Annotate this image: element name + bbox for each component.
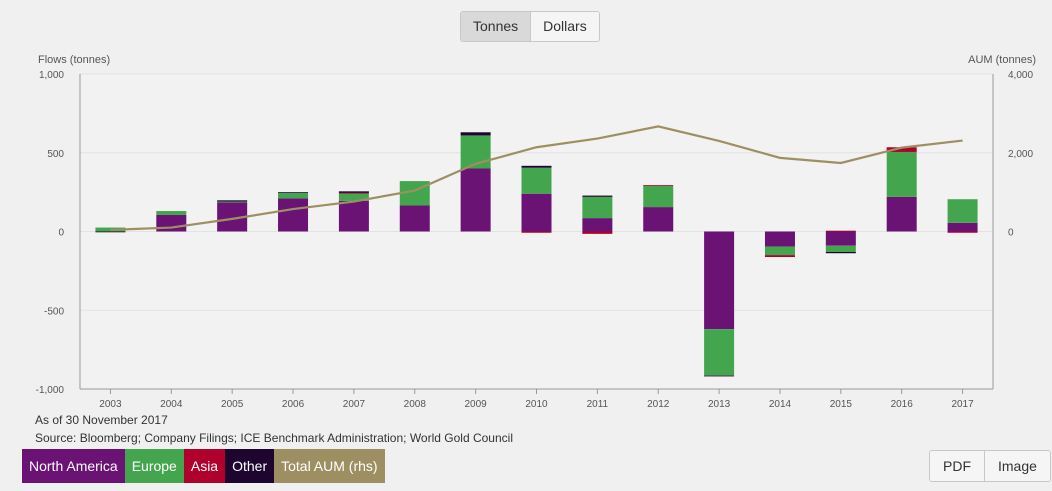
y2-axis-title: AUM (tonnes) [968,54,1036,66]
bar-europe-2016 [886,151,917,197]
dollars-button[interactable]: Dollars [530,12,599,41]
y-tick-label: 500 [47,149,64,160]
tonnes-button[interactable]: Tonnes [461,12,531,41]
bar-other-2006 [278,192,309,193]
legend-europe[interactable]: Europe [124,449,184,483]
bar-other-2015 [825,251,856,254]
export-buttons: PDF Image [929,450,1051,482]
bar-north-america-2013 [704,231,735,330]
bar-north-america-2017 [947,222,978,232]
bar-other-2007 [338,191,369,193]
x-tick-label: 2006 [282,399,305,410]
x-tick-label: 2009 [465,399,488,410]
aum-line [110,125,963,232]
bar-other-2005 [217,200,248,202]
x-tick-label: 2014 [769,399,792,410]
bar-other-2003 [95,231,126,233]
legend-north-america[interactable]: North America [22,449,125,483]
x-tick-label: 2011 [587,399,609,410]
bar-europe-2011 [582,196,613,219]
bar-north-america-2014 [764,231,795,247]
y2-tick-label: 4,000 [1008,70,1033,81]
y-tick-label: -500 [44,306,64,317]
x-tick-label: 2005 [221,399,244,410]
y2-tick-label: 2,000 [1008,149,1033,160]
x-tick-label: 2013 [708,399,731,410]
y-tick-label: 0 [58,228,64,239]
pdf-button[interactable]: PDF [930,451,984,481]
bar-europe-2010 [521,167,552,194]
y2-tick-label: 0 [1008,228,1014,239]
bar-asia-2016 [886,147,917,152]
bar-asia-2014 [764,255,795,258]
image-button[interactable]: Image [984,451,1050,481]
legend-total-aum[interactable]: Total AUM (rhs) [274,449,385,483]
legend-other[interactable]: Other [225,449,275,483]
bar-europe-2015 [825,245,856,252]
bar-north-america-2006 [278,198,309,232]
bar-europe-2013 [704,329,735,376]
bar-other-2013 [704,375,735,377]
bar-europe-2007 [338,193,369,201]
x-tick-label: 2010 [525,399,548,410]
bar-north-america-2010 [521,193,552,232]
y-axis-ticks: 1,000 500 0 -500 -1,000 [36,70,65,396]
x-axis-ticks: 2003 2004 2005 2006 2007 2008 2009 2010 2011 2012… [99,389,974,410]
x-tick-label: 2008 [404,399,427,410]
y-axis-title: Flows (tonnes) [38,54,110,66]
bar-north-america-2007 [338,200,369,232]
x-tick-label: 2015 [830,399,853,410]
bar-europe-2004 [156,211,187,215]
bar-asia-2012 [643,185,674,186]
x-tick-label: 2016 [891,399,914,410]
x-tick-label: 2012 [647,399,670,410]
bar-north-america-2011 [582,218,613,232]
y2-axis-ticks: 4,000 2,000 0 [1008,70,1033,239]
bar-asia-2007 [338,192,369,194]
bar-north-america-2015 [825,231,856,246]
x-tick-label: 2004 [160,399,183,410]
bar-north-america-2016 [886,196,917,232]
legend-asia[interactable]: Asia [183,449,226,483]
bar-europe-2012 [643,185,674,208]
legend: North America Europe Asia Other Total AU… [22,449,385,483]
y-tick-label: -1,000 [36,385,65,396]
unit-toggle: Tonnes Dollars [460,11,600,42]
aum-line-group [110,125,963,232]
bar-asia-2017 [947,231,978,233]
x-tick-label: 2007 [343,399,366,410]
bar-europe-2006 [278,192,309,199]
bar-north-america-2008 [399,205,430,232]
flows-chart: Flows (tonnes) AUM (tonnes) 1,000 500 0 -50… [36,54,1036,410]
bar-other-2009 [460,132,491,136]
as-of-note: As of 30 November 2017 [35,413,168,427]
bar-other-2011 [582,195,613,197]
x-tick-label: 2017 [951,399,974,410]
bar-europe-2005 [217,201,248,203]
bar-north-america-2009 [460,168,491,232]
bar-europe-2014 [764,246,795,256]
bar-other-2010 [521,165,552,168]
source-note: Source: Bloomberg; Company Filings; ICE … [35,431,513,445]
y-tick-label: 1,000 [39,70,64,81]
bar-asia-2010 [521,231,552,233]
bar-asia-2011 [582,231,613,234]
x-tick-label: 2003 [99,399,122,410]
bar-asia-2015 [825,230,856,232]
bar-europe-2017 [947,199,978,223]
bars [95,132,978,377]
bar-north-america-2012 [643,207,674,232]
